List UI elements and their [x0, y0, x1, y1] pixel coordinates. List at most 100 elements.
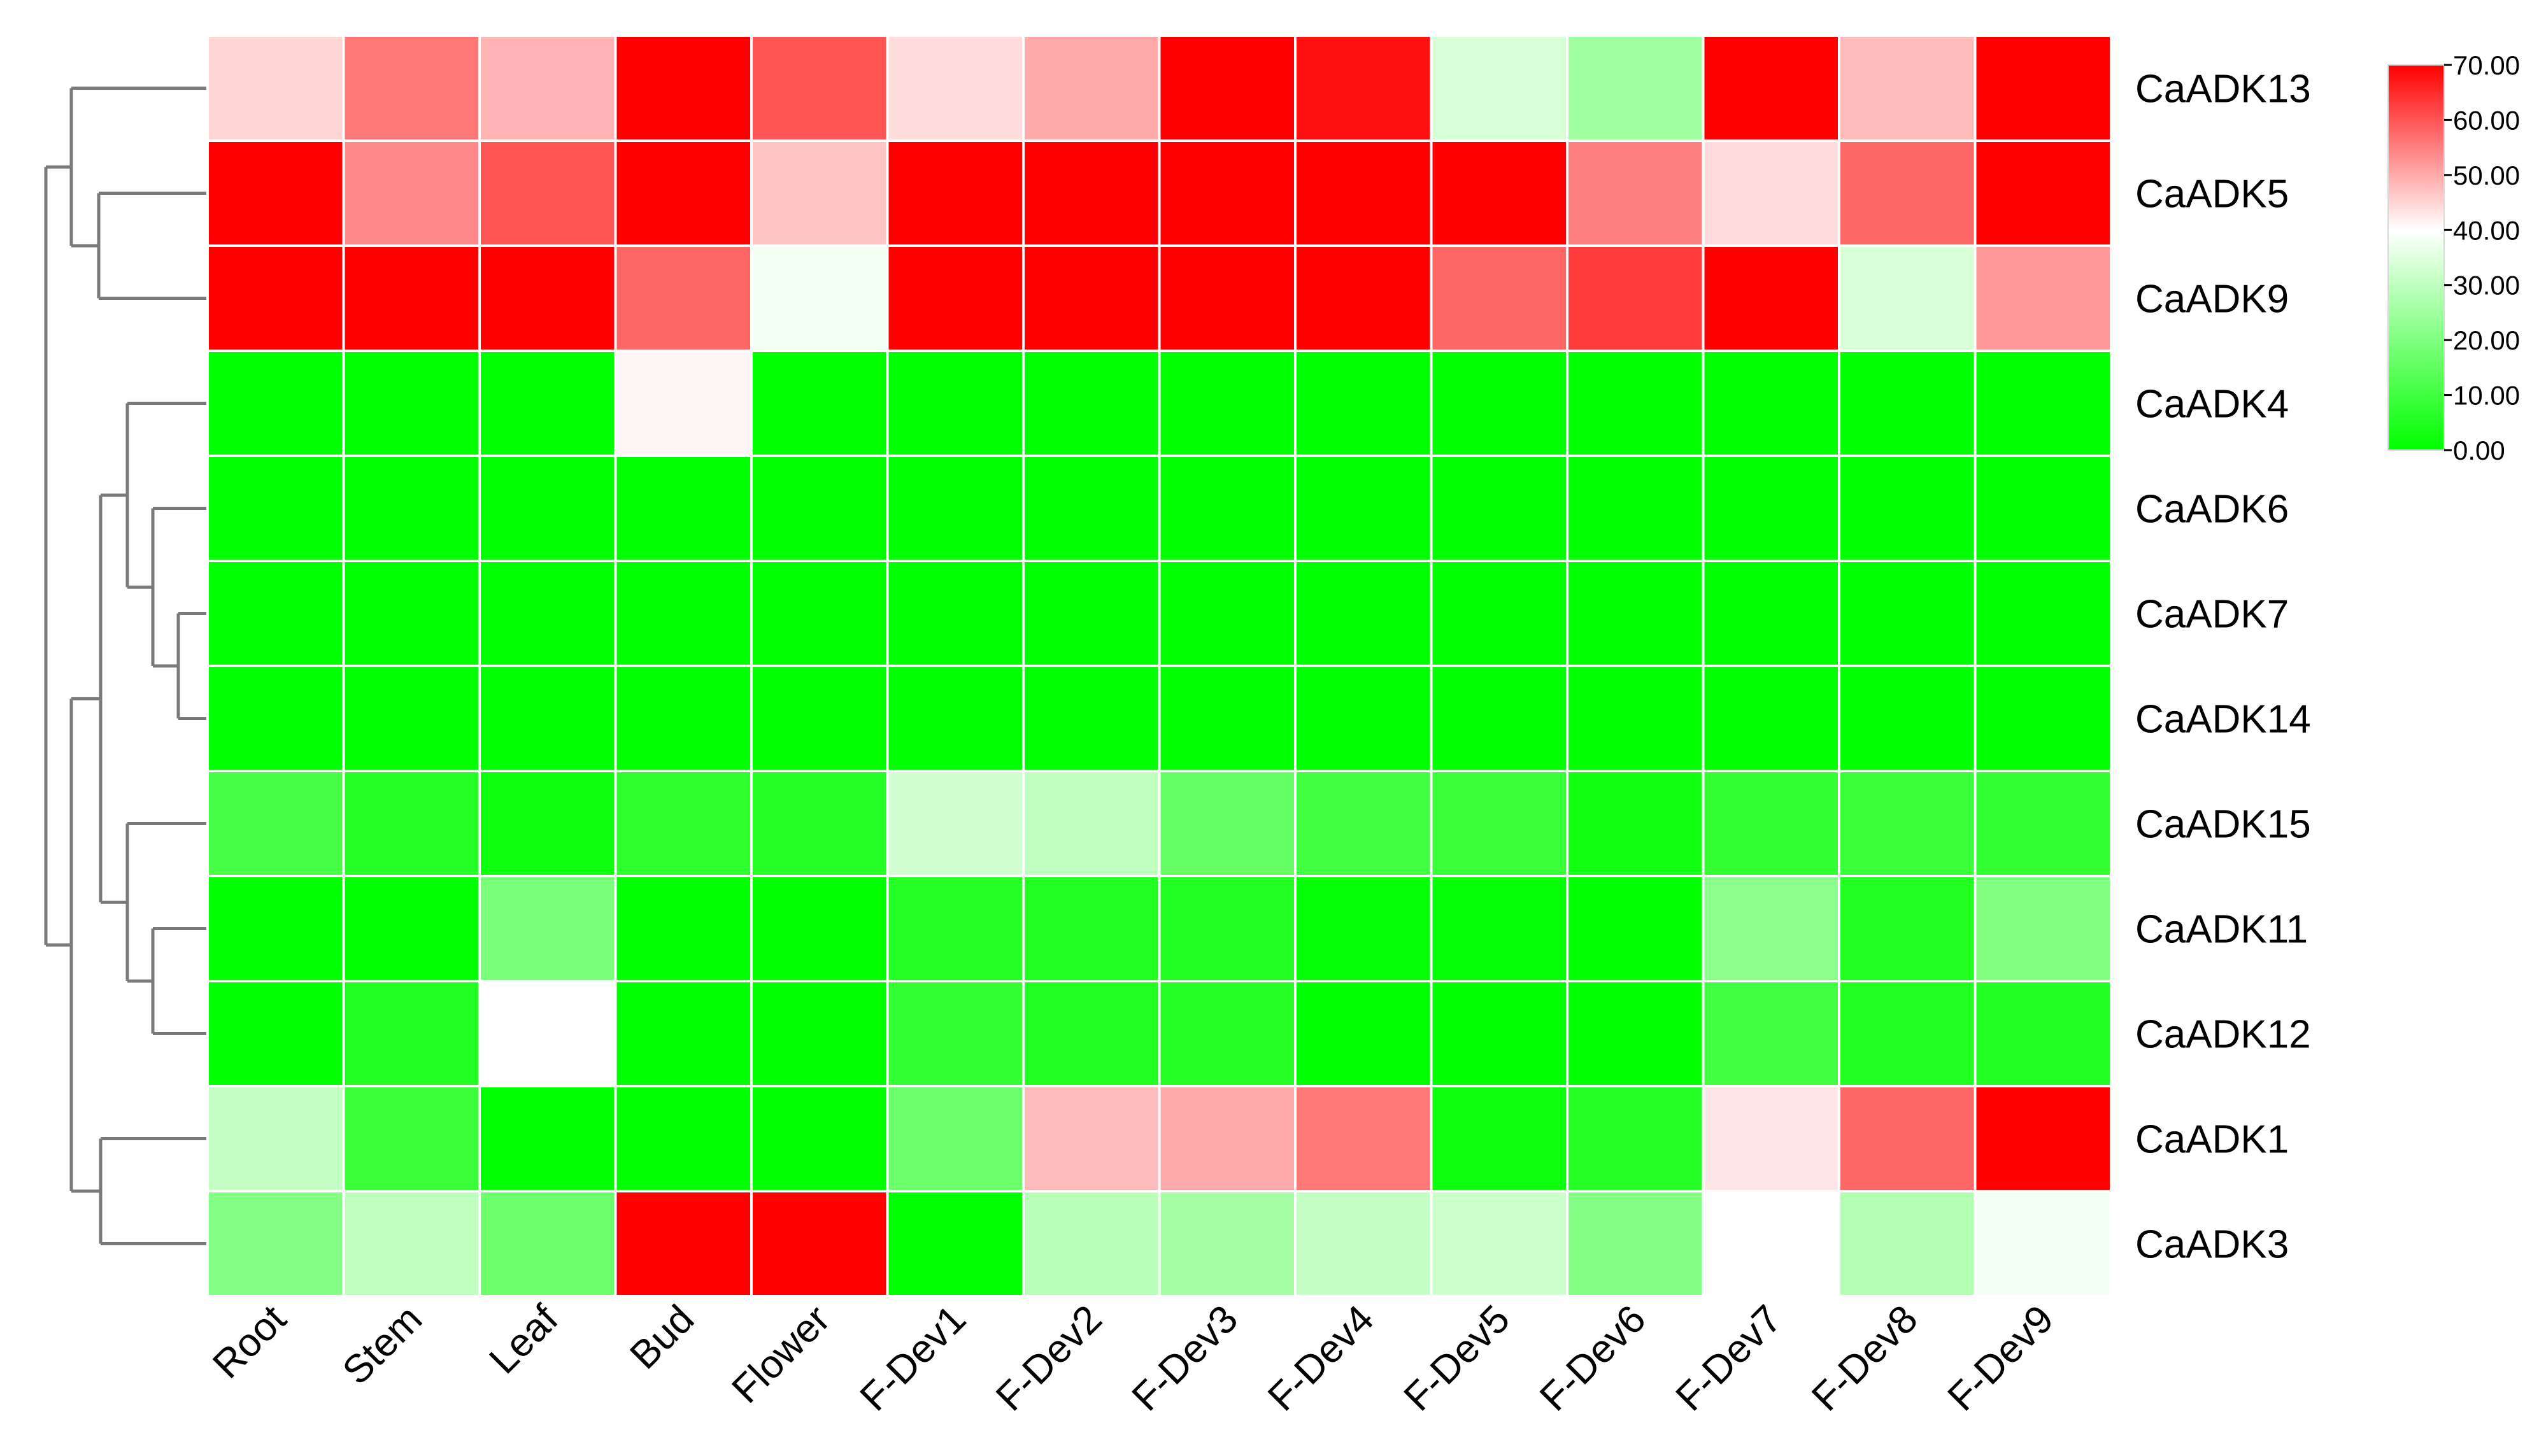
- heatmap-cell: [1294, 770, 1433, 877]
- heatmap-cell: [614, 139, 753, 247]
- heatmap-cell: [342, 455, 481, 562]
- column-label: F-Dev1: [852, 1297, 975, 1420]
- heatmap-cell: [1158, 244, 1297, 352]
- row-label: CaADK7: [2135, 593, 2289, 637]
- heatmap-cell: [1022, 455, 1161, 562]
- heatmap-cell: [886, 980, 1025, 1087]
- heatmap-cell: [1022, 560, 1161, 667]
- heatmap-cell: [614, 980, 753, 1087]
- heatmap-cell: [1702, 875, 1840, 982]
- heatmap-cell: [206, 455, 345, 562]
- heatmap-cell: [614, 770, 753, 877]
- heatmap-cell: [342, 34, 481, 142]
- heatmap-cell: [342, 770, 481, 877]
- heatmap-cell: [478, 980, 617, 1087]
- heatmap-cell: [886, 665, 1025, 772]
- heatmap-cell: [886, 770, 1025, 877]
- heatmap-cell: [478, 875, 617, 982]
- column-labels: Root Stem Leaf Bud Flower F-Dev1 F-Dev2 F-Dev3 F…: [204, 1297, 2062, 1420]
- row-label: CaADK13: [2135, 67, 2311, 111]
- heatmap-cell: [1430, 139, 1568, 247]
- heatmap-cell: [1702, 560, 1840, 667]
- heatmap-cell: [1702, 139, 1840, 247]
- heatmap-cell: [342, 875, 481, 982]
- row-label: CaADK12: [2135, 1013, 2311, 1057]
- heatmap-cell: [1158, 34, 1297, 142]
- heatmap-cell: [750, 455, 889, 562]
- column-label: F-Dev5: [1396, 1297, 1519, 1420]
- heatmap-cell: [342, 350, 481, 457]
- colorbar-tick-label: 0.00: [2453, 435, 2505, 465]
- column-label: F-Dev9: [1940, 1297, 2063, 1420]
- heatmap-cell: [1974, 770, 2112, 877]
- heatmap-cell: [886, 1190, 1025, 1297]
- heatmap-cell: [614, 1085, 753, 1192]
- heatmap-cell: [1838, 455, 1977, 562]
- heatmap-cell: [1158, 875, 1297, 982]
- heatmap-cell: [1022, 665, 1161, 772]
- heatmap-cell: [750, 350, 889, 457]
- heatmap-cell: [1566, 1190, 1705, 1297]
- heatmap-cell: [1430, 875, 1568, 982]
- colorbar-tick-label: 50.00: [2453, 160, 2520, 190]
- heatmap-cell: [614, 350, 753, 457]
- heatmap-cell: [1702, 770, 1840, 877]
- heatmap-cell: [1022, 139, 1161, 247]
- heatmap-cell: [1566, 34, 1705, 142]
- heatmap-cell: [1838, 139, 1977, 247]
- heatmap-cell: [478, 244, 617, 352]
- heatmap-cell: [614, 560, 753, 667]
- heatmap-cell: [1294, 350, 1433, 457]
- heatmap-cell: [750, 139, 889, 247]
- heatmap-cell: [750, 1085, 889, 1192]
- heatmap-cell: [1430, 980, 1568, 1087]
- heatmap-cell: [1294, 665, 1433, 772]
- column-label: F-Dev4: [1260, 1297, 1383, 1420]
- heatmap-cell: [886, 34, 1025, 142]
- heatmap-cell: [1158, 139, 1297, 247]
- heatmap-cell: [886, 350, 1025, 457]
- heatmap-cell: [1974, 665, 2112, 772]
- heatmap-cell: [1838, 34, 1977, 142]
- heatmap-cell: [206, 244, 345, 352]
- heatmap-cell: [614, 875, 753, 982]
- heatmap-cell: [1974, 980, 2112, 1087]
- heatmap-cell: [1838, 1190, 1977, 1297]
- heatmap-cell: [1158, 560, 1297, 667]
- heatmap-cell: [478, 139, 617, 247]
- heatmap-cell: [1838, 350, 1977, 457]
- heatmap-cell: [1430, 1190, 1568, 1297]
- heatmap-cell: [614, 1190, 753, 1297]
- heatmap-cell: [1566, 350, 1705, 457]
- heatmap-cell: [1022, 875, 1161, 982]
- heatmap-cell: [1702, 34, 1840, 142]
- heatmap-cell: [478, 350, 617, 457]
- heatmap-cell: [886, 1085, 1025, 1192]
- heatmap-cell: [750, 1190, 889, 1297]
- heatmap-cell: [1838, 770, 1977, 877]
- heatmap-cell: [478, 34, 617, 142]
- heatmap-cell: [206, 770, 345, 877]
- column-label: Leaf: [481, 1297, 567, 1383]
- heatmap-cell: [886, 244, 1025, 352]
- heatmap-cell: [1022, 350, 1161, 457]
- heatmap-cell: [750, 980, 889, 1087]
- heatmap-cell: [750, 244, 889, 352]
- heatmap-cell: [1974, 455, 2112, 562]
- heatmap-cell: [342, 1190, 481, 1297]
- heatmap-cell: [750, 875, 889, 982]
- heatmap-cell: [1294, 560, 1433, 667]
- heatmap-cell: [1838, 560, 1977, 667]
- heatmap-cell: [614, 665, 753, 772]
- heatmap-cell: [478, 665, 617, 772]
- heatmap-cell: [1838, 980, 1977, 1087]
- heatmap-cell: [342, 1085, 481, 1192]
- heatmap-cell: [1294, 34, 1433, 142]
- heatmap-cell: [1566, 665, 1705, 772]
- heatmap-cell: [206, 139, 345, 247]
- heatmap-cell: [1158, 770, 1297, 877]
- heatmap-cell: [1294, 455, 1433, 562]
- heatmap-cell: [342, 139, 481, 247]
- heatmap-cell: [1702, 455, 1840, 562]
